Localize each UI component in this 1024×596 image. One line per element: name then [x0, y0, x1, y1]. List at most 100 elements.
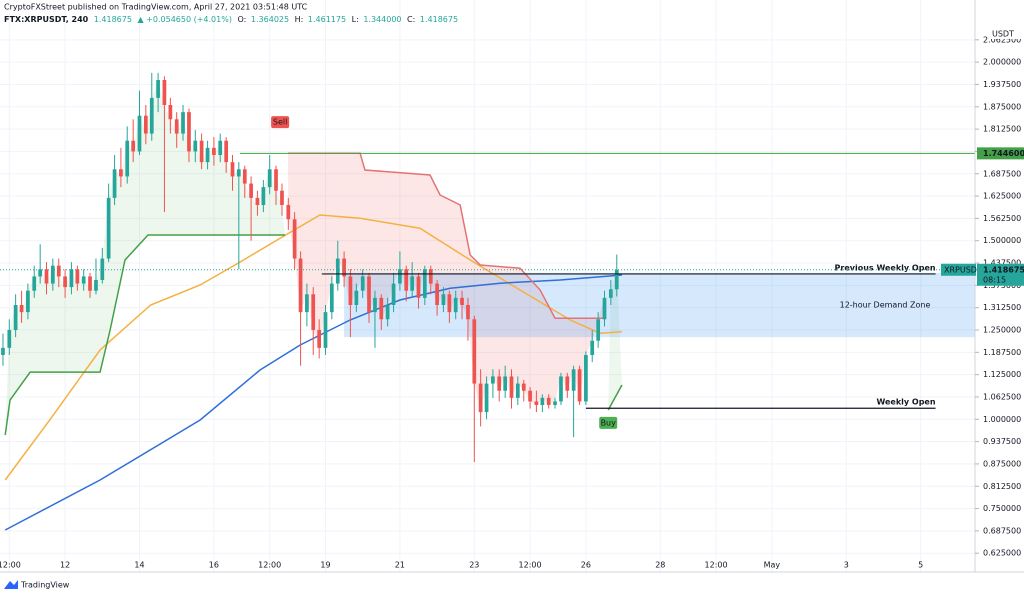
- ohlc-value: 1.364025: [251, 15, 289, 24]
- price-badge: [977, 263, 1024, 286]
- candle-body: [181, 112, 185, 134]
- y-tick-label: 1.000000: [983, 415, 1021, 424]
- y-tick-label: 0.687500: [983, 526, 1021, 535]
- candle-body: [435, 283, 439, 305]
- y-tick-label: 1.812500: [983, 125, 1021, 134]
- last: 1.418675: [94, 15, 132, 24]
- candle-body: [305, 294, 309, 313]
- signal-label: Buy: [601, 418, 617, 427]
- y-tick-label: 1.125000: [983, 370, 1021, 379]
- candle-body: [19, 305, 24, 313]
- fills: [5, 80, 622, 435]
- candle-body: [416, 276, 421, 298]
- signal-label: Sell: [273, 118, 287, 127]
- candle-body: [143, 115, 148, 134]
- candle-body: [106, 197, 111, 259]
- candle-body: [199, 140, 204, 163]
- brand-icon: [4, 580, 18, 589]
- indicator-line: [287, 152, 606, 319]
- candle-body: [267, 169, 272, 188]
- y-unit: USDT: [992, 30, 1014, 39]
- y-tick-label: 0.812500: [983, 482, 1021, 491]
- candle-body: [398, 269, 402, 284]
- candle-body: [242, 169, 247, 184]
- annotation-label: Weekly Open: [876, 398, 935, 407]
- ohlc-value: 1.418675: [420, 15, 458, 24]
- y-tick-label: 2.000000: [983, 58, 1021, 67]
- ohlc-value: 1.461175: [308, 15, 346, 24]
- x-tick-label: 12:00: [258, 561, 281, 570]
- candle-body: [94, 280, 98, 291]
- candle-body: [292, 219, 297, 259]
- annotations: 12-hour Demand Zone Previous Weekly Open W…: [0, 116, 975, 429]
- candle-body: [32, 276, 37, 291]
- candle-body: [422, 269, 427, 298]
- candle-body: [224, 140, 229, 163]
- signal-marker: [271, 116, 290, 129]
- y-tick-label: 1.687500: [983, 169, 1021, 178]
- candle-body: [193, 140, 198, 152]
- y-tick-label: 0.625000: [983, 549, 1021, 558]
- candle-body: [360, 276, 365, 291]
- candle-body: [466, 305, 470, 320]
- candle-body: [26, 290, 30, 313]
- change: ▲ +0.054650 (+4.01%): [137, 15, 231, 24]
- trend-fill: [287, 153, 606, 413]
- candle-body: [540, 397, 545, 405]
- candle-body: [608, 289, 613, 298]
- candle-body: [491, 376, 495, 384]
- candle-body: [236, 169, 241, 177]
- candle-body: [546, 397, 551, 405]
- y-tick-label: 0.875000: [983, 459, 1021, 468]
- y-tick-label: 1.437500: [983, 259, 1021, 268]
- candle-body: [553, 401, 557, 405]
- x-tick-label: 16: [209, 561, 219, 570]
- candle-body: [534, 401, 539, 405]
- candle-body: [329, 283, 334, 313]
- candle-body: [453, 297, 458, 313]
- ohlc-value: 1.344000: [363, 15, 401, 24]
- x-tick-label: 5: [918, 561, 923, 570]
- candle-body: [342, 258, 346, 277]
- candle-body: [596, 319, 601, 341]
- candle-body: [44, 269, 49, 284]
- candle-body: [7, 330, 12, 348]
- grid: [0, 0, 975, 572]
- signal-marker: [599, 416, 618, 429]
- y-tick-label: 1.062500: [983, 392, 1021, 401]
- candle-body: [373, 297, 377, 313]
- candle-body: [478, 383, 483, 413]
- y-tick-label: 1.937500: [983, 80, 1021, 89]
- candle-body: [218, 140, 223, 155]
- candle-body: [88, 276, 92, 291]
- candle-body: [311, 294, 316, 330]
- candle-body: [391, 283, 396, 305]
- x-tick-label: 26: [581, 561, 591, 570]
- candle-body: [162, 80, 167, 105]
- candle-body: [50, 265, 55, 284]
- candle-body: [410, 276, 415, 291]
- x-tick-label: 21: [395, 561, 405, 570]
- price-label: 1.418675: [983, 265, 1024, 274]
- candle-body: [317, 330, 322, 348]
- countdown-label: 08:15: [983, 275, 1006, 284]
- candle-body: [119, 169, 123, 177]
- candle-body: [354, 290, 359, 305]
- trend-fill: [608, 269, 622, 410]
- y-tick-label: 1.875000: [983, 102, 1021, 111]
- x-tick-label: May: [764, 561, 781, 570]
- candle-body: [367, 276, 371, 313]
- x-tick-label: 12:00: [705, 561, 728, 570]
- candle-body: [125, 140, 130, 177]
- candle-body: [379, 297, 384, 320]
- candle-body: [212, 147, 216, 155]
- candle-body: [323, 312, 328, 348]
- candle-body: [174, 119, 179, 134]
- ohlc-key: O:: [238, 15, 247, 24]
- candle-body: [428, 269, 433, 284]
- candle-body: [69, 269, 74, 288]
- ohlc-key: H:: [295, 15, 304, 24]
- candle-body: [205, 147, 210, 163]
- x-tick-label: 3: [844, 561, 849, 570]
